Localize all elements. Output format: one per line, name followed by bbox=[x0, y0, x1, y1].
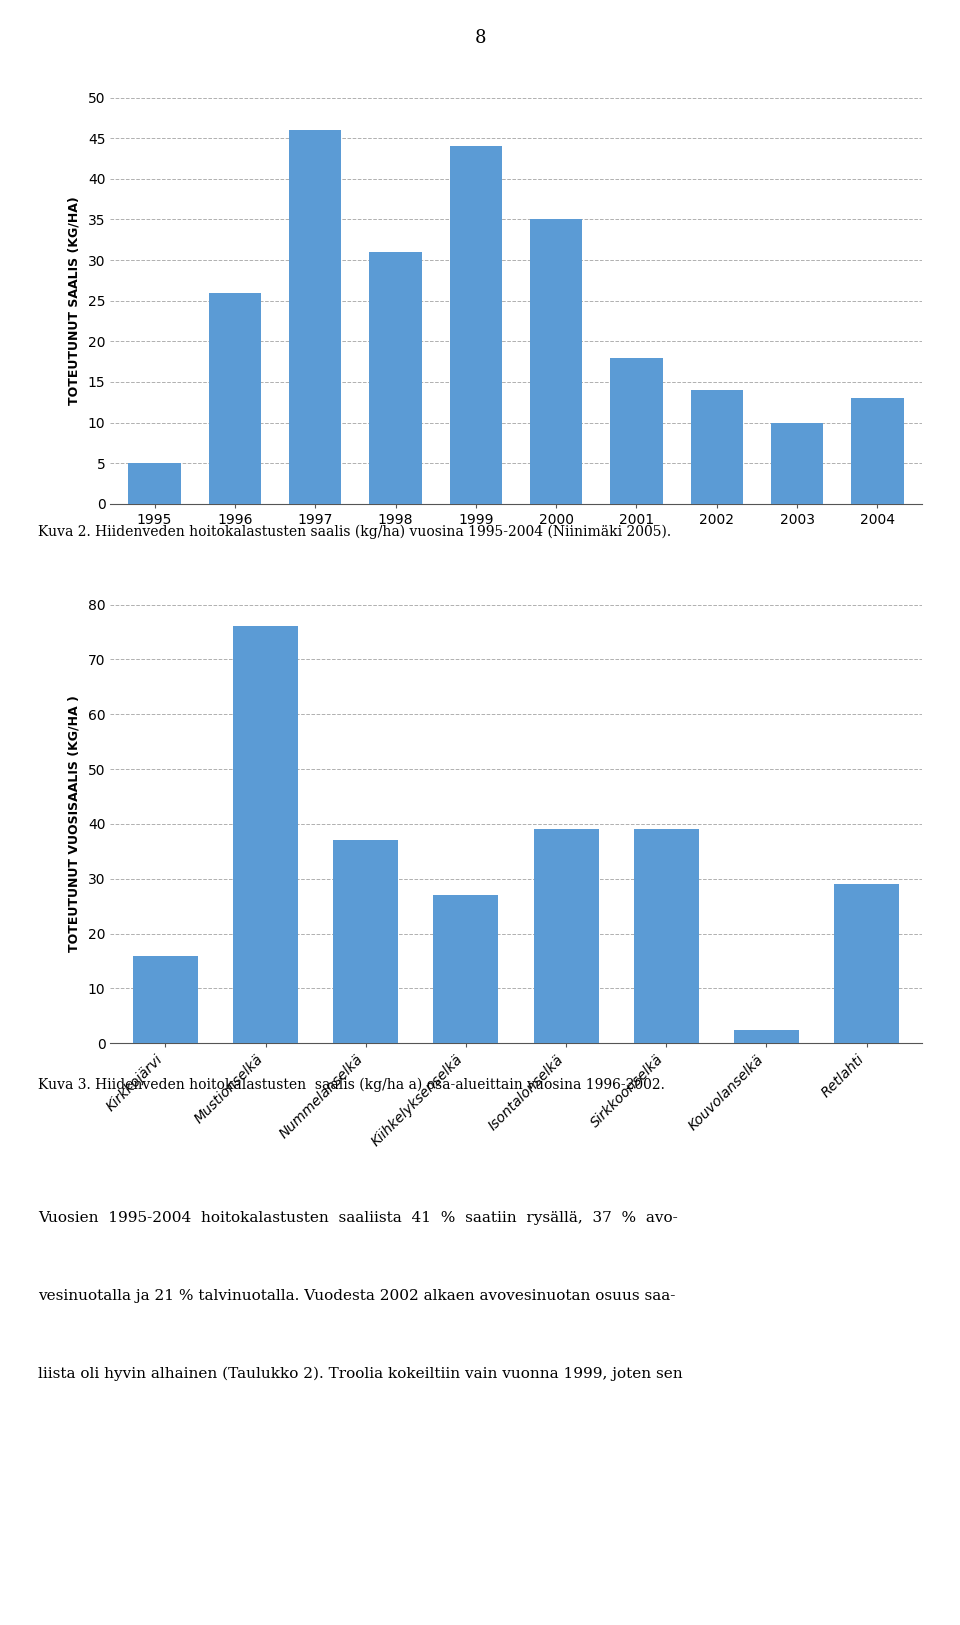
Bar bbox=[132, 956, 198, 1043]
Bar bbox=[834, 884, 900, 1043]
Bar bbox=[852, 398, 903, 504]
Bar bbox=[333, 840, 398, 1043]
Bar bbox=[449, 146, 502, 504]
Text: Vuosien  1995-2004  hoitokalastusten  saaliista  41  %  saatiin  rysällä,  37  %: Vuosien 1995-2004 hoitokalastusten saali… bbox=[38, 1211, 678, 1225]
Bar bbox=[634, 829, 699, 1043]
Y-axis label: TOTEUTUNUT SAALIS (KG/HA): TOTEUTUNUT SAALIS (KG/HA) bbox=[68, 197, 81, 405]
Text: Kuva 2. Hiidenveden hoitokalastusten saalis (kg/ha) vuosina 1995-2004 (Niinimäki: Kuva 2. Hiidenveden hoitokalastusten saa… bbox=[38, 525, 672, 540]
Bar bbox=[534, 829, 599, 1043]
Text: vesinuotalla ja 21 % talvinuotalla. Vuodesta 2002 alkaen avovesinuotan osuus saa: vesinuotalla ja 21 % talvinuotalla. Vuod… bbox=[38, 1289, 676, 1303]
Bar bbox=[690, 390, 743, 504]
Bar bbox=[129, 463, 180, 504]
Text: Kuva 3. Hiidenveden hoitokalastusten  saalis (kg/ha a) osa-alueittain vuosina 19: Kuva 3. Hiidenveden hoitokalastusten saa… bbox=[38, 1077, 665, 1092]
Bar bbox=[611, 358, 662, 504]
Bar bbox=[370, 252, 421, 504]
Bar bbox=[530, 219, 583, 504]
Bar bbox=[289, 130, 342, 504]
Bar bbox=[733, 1030, 799, 1043]
Y-axis label: TOTEUTUNUT VUOSISAALIS (KG/HA ): TOTEUTUNUT VUOSISAALIS (KG/HA ) bbox=[68, 696, 81, 952]
Bar bbox=[233, 626, 299, 1043]
Text: 8: 8 bbox=[474, 29, 486, 47]
Text: liista oli hyvin alhainen (Taulukko 2). Troolia kokeiltiin vain vuonna 1999, jot: liista oli hyvin alhainen (Taulukko 2). … bbox=[38, 1367, 683, 1381]
Bar bbox=[433, 895, 498, 1043]
Bar bbox=[208, 292, 261, 504]
Bar bbox=[771, 422, 824, 504]
